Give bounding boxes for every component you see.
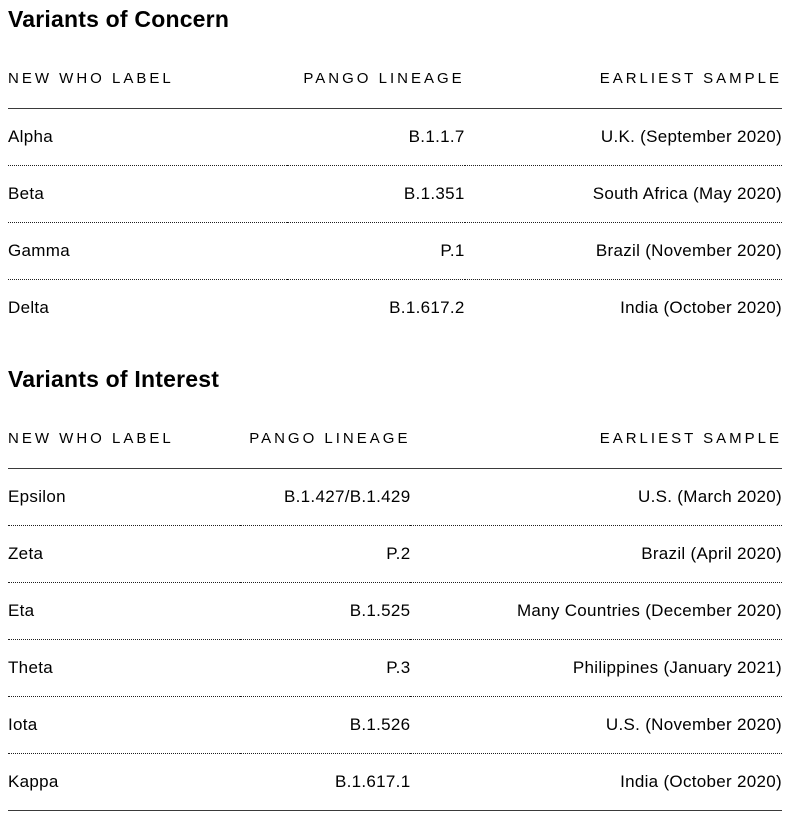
pango-lineage-cell: B.1.617.2 (389, 298, 465, 317)
table-row: Delta B.1.617.2 India (October 2020) (8, 280, 782, 337)
who-label-cell: Beta (8, 165, 287, 223)
earliest-sample-cell: Philippines (January 2021) (410, 639, 782, 697)
column-header-new-who-label: NEW WHO LABEL (8, 70, 287, 109)
table-header: NEW WHO LABEL PANGO LINEAGE EARLIEST SAM… (8, 70, 782, 109)
table-row: Zeta P.2 Brazil (April 2020) (8, 525, 782, 583)
earliest-sample-cell: Brazil (April 2020) (410, 525, 782, 583)
pango-lineage-cell: B.1.526 (240, 696, 411, 754)
who-label-cell: Kappa (8, 753, 241, 811)
who-label-cell: Gamma (8, 222, 287, 280)
earliest-sample-cell: U.K. (September 2020) (464, 108, 782, 166)
who-label-cell: Iota (8, 696, 241, 754)
earliest-sample-cell: India (October 2020) (410, 753, 782, 811)
who-label-cell: Alpha (8, 108, 287, 166)
pango-lineage-cell: B.1.525 (240, 582, 411, 640)
earliest-sample-cell: India (October 2020) (620, 298, 782, 317)
earliest-sample-cell: Brazil (November 2020) (464, 222, 782, 280)
earliest-sample-cell: U.S. (March 2020) (410, 468, 782, 526)
variants-of-interest-table: NEW WHO LABEL PANGO LINEAGE EARLIEST SAM… (8, 430, 782, 811)
who-label-cell: Epsilon (8, 468, 241, 526)
table-row: Kappa B.1.617.1 India (October 2020) (8, 753, 782, 811)
section-variants-of-concern: Variants of Concern NEW WHO LABEL PANGO … (8, 6, 782, 336)
pango-lineage-cell: P.3 (240, 639, 411, 697)
table-row: Gamma P.1 Brazil (November 2020) (8, 222, 782, 280)
header-row: NEW WHO LABEL PANGO LINEAGE EARLIEST SAM… (8, 70, 782, 109)
earliest-sample-cell: Many Countries (December 2020) (410, 582, 782, 640)
column-header-pango-lineage: PANGO LINEAGE (286, 70, 465, 109)
column-header-pango-lineage: PANGO LINEAGE (240, 430, 411, 469)
pango-lineage-cell: B.1.427/B.1.429 (240, 468, 411, 526)
table-header: NEW WHO LABEL PANGO LINEAGE EARLIEST SAM… (8, 430, 782, 469)
earliest-sample-cell: U.S. (November 2020) (410, 696, 782, 754)
pango-lineage-cell: P.1 (286, 222, 465, 280)
table-row: Epsilon B.1.427/B.1.429 U.S. (March 2020… (8, 468, 782, 526)
who-label-cell: Theta (8, 639, 241, 697)
who-label-cell: Eta (8, 582, 241, 640)
table-row: Beta B.1.351 South Africa (May 2020) (8, 165, 782, 223)
column-header-earliest-sample: EARLIEST SAMPLE (464, 70, 782, 109)
column-header-new-who-label: NEW WHO LABEL (8, 430, 241, 469)
section-title-variants-of-concern: Variants of Concern (8, 6, 230, 32)
pango-lineage-cell: B.1.351 (286, 165, 465, 223)
table-row: Eta B.1.525 Many Countries (December 202… (8, 582, 782, 640)
table-row: Alpha B.1.1.7 U.K. (September 2020) (8, 108, 782, 166)
table-row: Iota B.1.526 U.S. (November 2020) (8, 696, 782, 754)
pango-lineage-cell: P.2 (240, 525, 411, 583)
table-row: Theta P.3 Philippines (January 2021) (8, 639, 782, 697)
pango-lineage-cell: B.1.1.7 (286, 108, 465, 166)
section-variants-of-interest: Variants of Interest NEW WHO LABEL PANGO… (8, 366, 782, 811)
who-label-cell: Delta (8, 298, 50, 317)
pango-lineage-cell: B.1.617.1 (240, 753, 411, 811)
earliest-sample-cell: South Africa (May 2020) (464, 165, 782, 223)
section-title-variants-of-interest: Variants of Interest (8, 366, 220, 392)
variants-of-concern-table: NEW WHO LABEL PANGO LINEAGE EARLIEST SAM… (8, 70, 782, 336)
who-label-cell: Zeta (8, 525, 241, 583)
column-header-earliest-sample: EARLIEST SAMPLE (410, 430, 782, 469)
header-row: NEW WHO LABEL PANGO LINEAGE EARLIEST SAM… (8, 430, 782, 469)
